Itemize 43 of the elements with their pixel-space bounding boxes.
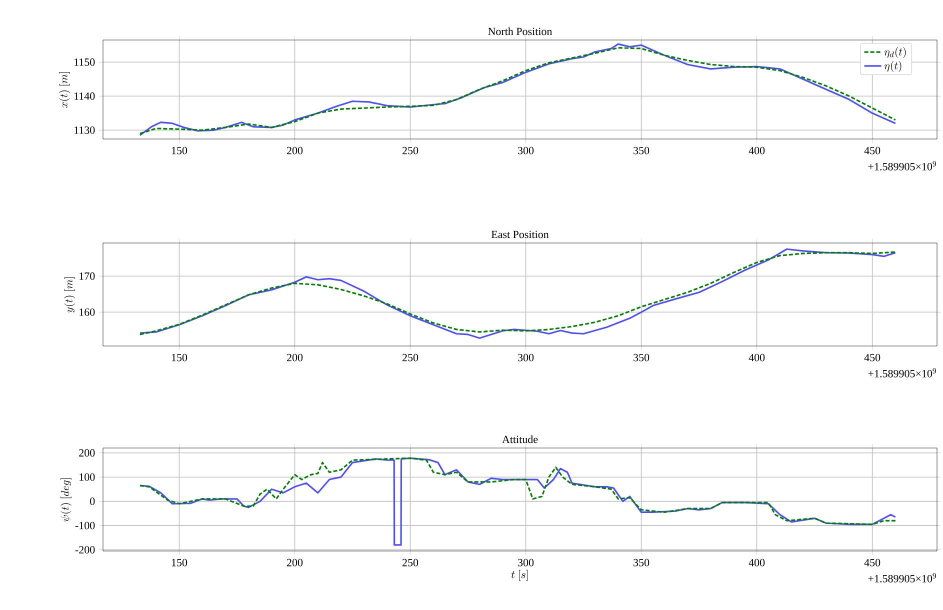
x-tick-label: 200 — [286, 558, 303, 566]
y-axis-title: $y(t)\ [m]$ — [64, 278, 76, 312]
text: +1.589905×10$^{9}$ — [868, 161, 936, 170]
x-tick-label: 200 — [286, 146, 303, 154]
x-tick-label: 350 — [634, 146, 650, 154]
y-tick-label: 1140 — [74, 92, 95, 100]
x-tick-label: 350 — [634, 354, 650, 362]
x-tick-label: 150 — [172, 146, 188, 154]
x-tick-label: 150 — [172, 354, 188, 362]
x-tick-label: 450 — [864, 354, 880, 362]
y-tick-label: -100 — [75, 522, 95, 530]
chart-title: Attitude — [502, 435, 538, 444]
x-tick-label: 200 — [286, 354, 303, 362]
y-tick-label: 100 — [80, 473, 95, 481]
x-tick-label: 250 — [402, 558, 418, 566]
text: +1.589905×10$^{9}$ — [868, 368, 936, 378]
y-tick-label: 160 — [80, 308, 95, 316]
legend-label: $\eta_d(t)$ — [884, 47, 906, 58]
x-tick-label: 400 — [748, 558, 765, 566]
x-tick-label: 300 — [518, 558, 534, 566]
x-tick-label: 250 — [402, 354, 418, 362]
x-tick-label: 400 — [748, 146, 765, 154]
x-tick-label: 150 — [172, 558, 188, 566]
y-tick-label: 1150 — [74, 58, 95, 66]
text: +1.589905×10$^{9}$ — [868, 573, 936, 582]
x-tick-label: 400 — [748, 354, 765, 362]
y-tick-label: 0 — [90, 498, 95, 506]
y-tick-label: 1130 — [74, 126, 95, 134]
x-tick-label: 250 — [402, 146, 418, 154]
x-tick-label: 450 — [864, 558, 880, 566]
x-tick-label: 300 — [518, 354, 534, 362]
y-tick-label: 170 — [80, 272, 95, 280]
x-tick-label: 450 — [864, 146, 880, 154]
x-axis-title: $t\ [s]$ — [511, 570, 528, 581]
legend-label: $\eta(t)$ — [884, 60, 902, 72]
chart-title: North Position — [488, 27, 552, 36]
x-tick-label: 350 — [634, 558, 650, 566]
x-tick-label: 300 — [518, 146, 534, 154]
y-tick-label: -200 — [75, 546, 95, 554]
y-tick-label: 200 — [79, 449, 95, 457]
y-axis-title: $x(t)\ [m]$ — [59, 72, 70, 108]
y-axis-title: $\psi(t)\ [deg]$ — [60, 478, 72, 522]
chart-title: East Position — [491, 230, 549, 238]
